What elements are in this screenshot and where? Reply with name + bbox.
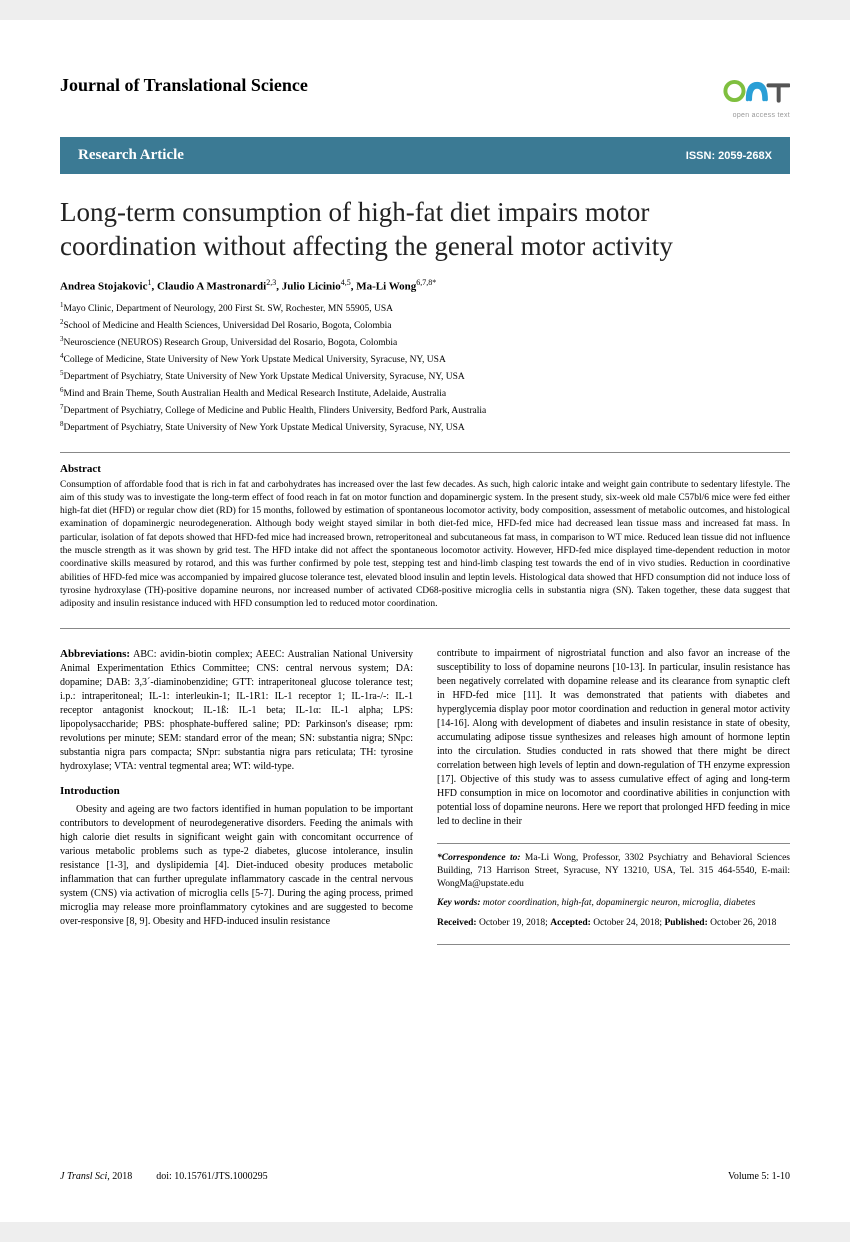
abbreviations-heading: Abbreviations:	[60, 648, 130, 660]
logo-tagline: open access text	[722, 112, 790, 119]
article-title: Long-term consumption of high-fat diet i…	[60, 196, 790, 264]
journal-name: Journal of Translational Science	[60, 75, 308, 96]
divider	[60, 628, 790, 629]
issn: ISSN: 2059-268X	[686, 150, 772, 162]
abstract-heading: Abstract	[60, 463, 790, 475]
header: Journal of Translational Science open ac…	[60, 75, 790, 119]
intro-paragraph-2: contribute to impairment of nigrostriata…	[437, 647, 790, 829]
published-label: Published:	[664, 918, 707, 928]
abstract: Abstract Consumption of affordable food …	[60, 463, 790, 612]
correspondence-label: *Correspondence to:	[437, 853, 521, 863]
page: Journal of Translational Science open ac…	[0, 20, 850, 1222]
correspondence-line: *Correspondence to: Ma-Li Wong, Professo…	[437, 852, 790, 892]
abbreviations-text: ABC: avidin-biotin complex; AEEC: Austra…	[60, 649, 413, 772]
left-column: Abbreviations: ABC: avidin-biotin comple…	[60, 647, 413, 945]
oat-logo-icon	[722, 75, 790, 107]
abstract-text: Consumption of affordable food that is r…	[60, 479, 790, 612]
correspondence-box: *Correspondence to: Ma-Li Wong, Professo…	[437, 843, 790, 945]
footer-year: , 2018	[107, 1171, 132, 1182]
article-type-banner: Research Article ISSN: 2059-268X	[60, 137, 790, 174]
body-columns: Abbreviations: ABC: avidin-biotin comple…	[60, 647, 790, 945]
authors: Andrea Stojakovic1, Claudio A Mastronard…	[60, 278, 790, 293]
page-range: Volume 5: 1-10	[728, 1171, 790, 1182]
received-label: Received:	[437, 918, 477, 928]
keywords-line: Key words: motor coordination, high-fat,…	[437, 897, 790, 910]
accepted-text: October 24, 2018;	[591, 918, 665, 928]
abbreviations-paragraph: Abbreviations: ABC: avidin-biotin comple…	[60, 647, 413, 774]
introduction-heading: Introduction	[60, 784, 413, 799]
footer: J Transl Sci, 2018 doi: 10.15761/JTS.1000…	[60, 1171, 790, 1182]
affiliations: 1Mayo Clinic, Department of Neurology, 2…	[60, 300, 790, 435]
divider	[60, 452, 790, 453]
article-type: Research Article	[78, 147, 184, 164]
publisher-logo: open access text	[722, 75, 790, 119]
dates-line: Received: October 19, 2018; Accepted: Oc…	[437, 917, 790, 930]
accepted-label: Accepted:	[550, 918, 591, 928]
journal-abbrev: J Transl Sci	[60, 1171, 107, 1182]
doi: doi: 10.15761/JTS.1000295	[156, 1171, 267, 1182]
keywords-text: motor coordination, high-fat, dopaminerg…	[481, 898, 756, 908]
published-text: October 26, 2018	[708, 918, 777, 928]
keywords-label: Key words:	[437, 898, 481, 908]
right-column: contribute to impairment of nigrostriata…	[437, 647, 790, 945]
footer-left: J Transl Sci, 2018 doi: 10.15761/JTS.1000…	[60, 1171, 268, 1182]
intro-paragraph-1: Obesity and ageing are two factors ident…	[60, 803, 413, 929]
received-text: October 19, 2018;	[477, 918, 551, 928]
